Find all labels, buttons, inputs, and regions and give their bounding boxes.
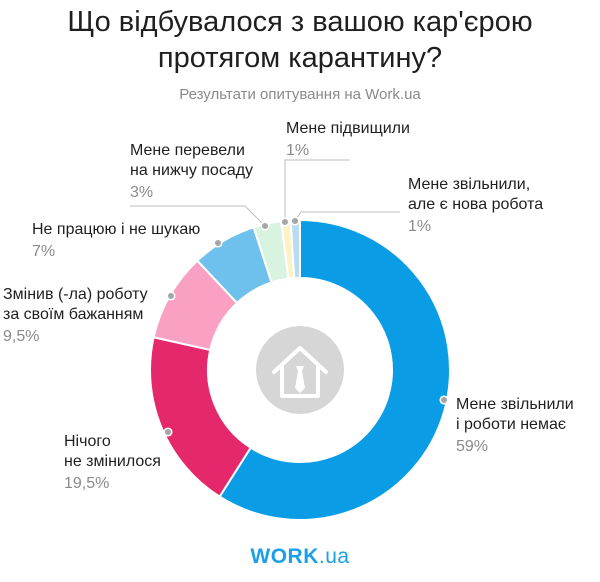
slice-fired-no-job <box>218 218 451 521</box>
chart-title-line-1: Що відбувалося з вашою кар'єрою <box>67 6 533 38</box>
logo-suffix: .ua <box>318 545 350 568</box>
label-fired-no-job: Мене звільнили і роботи немає 59% <box>456 395 574 457</box>
label-nothing-changed-line-2: не змінилося <box>64 453 161 470</box>
leader-line-demoted <box>130 205 266 227</box>
label-fired-new-job-line-2: але є нова робота <box>408 196 544 213</box>
label-demoted-line-1: Мене перевели <box>130 142 245 159</box>
label-dot-changed-job <box>166 291 176 301</box>
label-demoted: Мене перевели на нижчу посаду 3% <box>130 141 253 203</box>
label-not-working-line-1: Не працюю і не шукаю <box>32 221 201 238</box>
label-promoted-value: 1% <box>286 142 310 159</box>
chart-title: Що відбувалося з вашою кар'єрою протягом… <box>0 4 600 76</box>
chart-title-line-2: протягом карантину? <box>157 42 443 74</box>
label-fired-no-job-line-2: і роботи немає <box>456 416 567 433</box>
chart-subtitle: Результати опитування на Work.ua <box>179 86 421 103</box>
label-not-working: Не працюю і не шукаю 7% <box>32 220 200 262</box>
label-fired-new-job-line-1: Мене звільнили, <box>408 176 531 193</box>
label-changed-job-value: 9,5% <box>3 328 40 345</box>
label-dot-promoted <box>280 217 290 227</box>
label-dot-not-working <box>213 238 223 248</box>
label-changed-job: Змінив (-ла) роботу за своїм бажанням 9,… <box>3 285 148 347</box>
label-demoted-line-2: на нижчу посаду <box>130 162 254 179</box>
label-promoted: Мене підвищили 1% <box>286 119 410 161</box>
label-changed-job-line-1: Змінив (-ла) роботу <box>3 286 148 303</box>
logo-main: WORK <box>250 545 319 568</box>
label-nothing-changed-line-1: Нічого <box>64 433 111 450</box>
leader-line-promoted <box>284 159 350 222</box>
label-dot-fired-new-job <box>290 216 300 226</box>
label-dot-fired-no-job <box>439 395 449 405</box>
label-fired-no-job-line-1: Мене звільнили <box>456 396 574 413</box>
label-not-working-value: 7% <box>32 243 56 260</box>
label-fired-new-job: Мене звільнили, але є нова робота 1% <box>408 175 543 237</box>
label-nothing-changed: Нічого не змінилося 19,5% <box>64 432 161 494</box>
label-nothing-changed-value: 19,5% <box>64 475 110 492</box>
label-promoted-line-1: Мене підвищили <box>286 120 410 137</box>
slice-nothing-changed <box>149 336 253 499</box>
label-changed-job-line-2: за своїм бажанням <box>3 306 144 323</box>
label-fired-no-job-value: 59% <box>456 438 489 455</box>
label-dot-demoted <box>260 221 270 231</box>
label-dot-nothing-changed <box>163 427 173 437</box>
label-fired-new-job-value: 1% <box>408 218 432 235</box>
work-ua-logo[interactable]: WORK.ua <box>0 545 600 569</box>
house-tie-icon <box>256 326 344 414</box>
label-demoted-value: 3% <box>130 184 154 201</box>
